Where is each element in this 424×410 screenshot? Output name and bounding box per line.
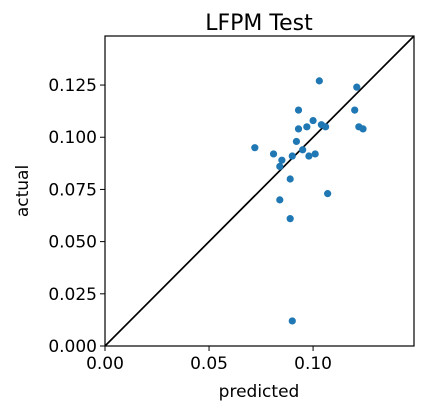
data-point-23 [353, 83, 361, 91]
y-tick-label: 0.050 [48, 233, 97, 253]
data-point-1 [251, 144, 259, 152]
x-tick-label: 0.05 [190, 354, 228, 374]
chart-title: LFPM Test [205, 11, 313, 36]
y-tick-label: 0.100 [48, 128, 97, 148]
y-axis-label: actual [13, 165, 33, 217]
y-tick-label: 0.000 [48, 337, 97, 357]
x-tick-label: 0.10 [294, 354, 332, 374]
data-point-14 [303, 123, 311, 131]
data-point-9 [288, 317, 296, 325]
y-tick-label: 0.075 [48, 180, 97, 200]
data-point-4 [278, 156, 286, 164]
data-point-13 [299, 146, 307, 154]
data-points [251, 77, 367, 325]
y-tick-label: 0.125 [48, 76, 97, 96]
data-point-3 [276, 162, 284, 171]
data-point-6 [286, 175, 294, 183]
data-point-11 [294, 106, 303, 114]
data-point-2 [269, 150, 278, 158]
data-point-7 [286, 215, 294, 223]
data-point-5 [276, 196, 284, 204]
x-axis: 0.00 0.05 0.10 [86, 346, 332, 374]
plot-area [104, 35, 415, 347]
data-point-10 [292, 137, 301, 146]
data-point-15 [305, 152, 313, 160]
x-tick-label: 0.00 [86, 354, 124, 374]
data-point-17 [311, 150, 319, 158]
data-point-8 [288, 152, 296, 160]
x-axis-label: predicted [219, 382, 300, 402]
y-axis: 0.000 0.025 0.050 0.075 0.100 0.125 [48, 76, 105, 357]
identity-line [105, 36, 414, 346]
data-point-12 [294, 125, 303, 133]
plot-frame [104, 35, 415, 347]
y-tick-label: 0.025 [48, 285, 97, 305]
data-point-25 [359, 125, 367, 133]
data-point-20 [321, 123, 330, 131]
data-point-22 [351, 106, 359, 114]
data-point-18 [315, 77, 323, 85]
data-point-21 [324, 190, 332, 198]
data-point-16 [309, 116, 317, 125]
